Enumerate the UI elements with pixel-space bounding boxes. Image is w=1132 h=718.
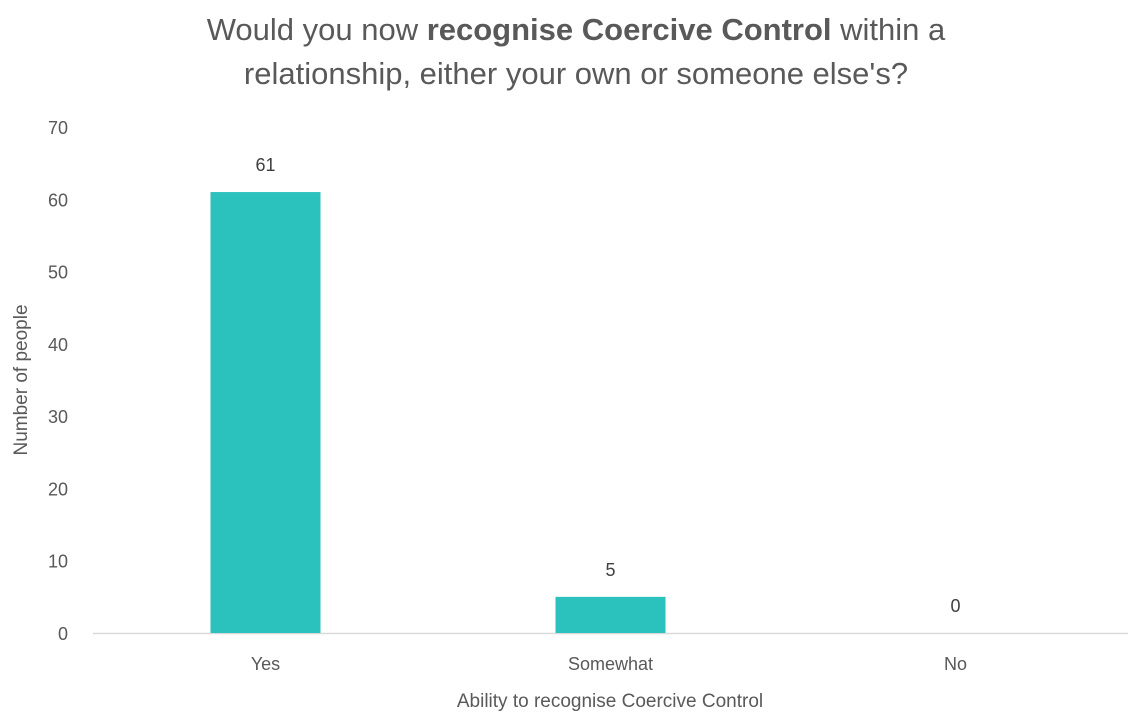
x-axis-tick-labels: Yes Somewhat No <box>251 654 967 674</box>
y-axis-tick-labels: 0 10 20 30 40 50 60 70 <box>48 118 68 644</box>
y-tick-label: 10 <box>48 552 68 572</box>
bar-yes <box>210 192 321 634</box>
y-tick-label: 30 <box>48 407 68 427</box>
bars <box>210 192 666 634</box>
x-tick-label-no: No <box>944 654 967 674</box>
x-tick-label-somewhat: Somewhat <box>568 654 653 674</box>
data-label-somewhat: 5 <box>605 560 615 580</box>
y-tick-label: 60 <box>48 190 68 210</box>
y-tick-label: 0 <box>58 624 68 644</box>
x-axis-title: Ability to recognise Coercive Control <box>457 691 763 712</box>
y-tick-label: 40 <box>48 335 68 355</box>
chart-title-line-2: relationship, either your own or someone… <box>244 56 908 91</box>
chart-title-segment: Would you now <box>207 12 427 47</box>
data-label-yes: 61 <box>255 155 275 175</box>
y-tick-label: 50 <box>48 263 68 283</box>
chart-title-line-1: Would you now recognise Coercive Control… <box>207 12 946 47</box>
bar-somewhat <box>555 596 666 633</box>
y-tick-label: 20 <box>48 479 68 499</box>
y-axis-title: Number of people <box>11 304 32 455</box>
data-labels: 61 5 0 <box>255 155 960 616</box>
x-tick-label-yes: Yes <box>251 654 280 674</box>
chart-title-segment: recognise Coercive Control <box>427 12 832 47</box>
y-tick-label: 70 <box>48 118 68 138</box>
data-label-no: 0 <box>950 596 960 616</box>
chart-title-segment: within a <box>832 12 946 47</box>
